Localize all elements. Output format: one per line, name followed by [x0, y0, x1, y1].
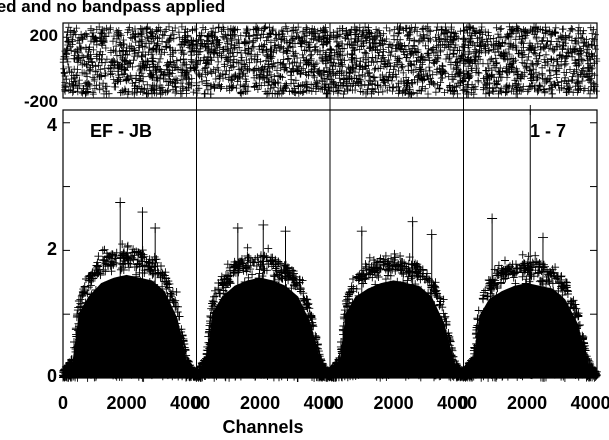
x-tick-label-2-0: 0	[191, 393, 201, 413]
amp-ytick-label-4: 4	[47, 115, 57, 135]
x-tick-label-2-2000: 2000	[240, 393, 280, 413]
x-tick-label-4-2000: 2000	[507, 393, 547, 413]
phase-panel: 200 -200	[24, 22, 601, 111]
amp-subband-3-points	[326, 216, 468, 382]
x-tick-label-1-4000: 4000	[170, 393, 210, 413]
phase-ytick-label-bottom: -200	[24, 92, 58, 111]
amp-ytick-label-2: 2	[47, 239, 57, 259]
amplitude-frame	[62, 23, 598, 379]
chart-title: ied and no bandpass applied	[0, 0, 225, 16]
amplitude-points	[59, 105, 601, 382]
amp-subband-4-points	[459, 105, 601, 382]
x-tick-label-3-4000: 4000	[437, 393, 477, 413]
baseline-label: EF - JB	[90, 121, 152, 141]
x-tick-label-4-4000: 4000	[571, 393, 609, 413]
phase-subband-3-points	[326, 23, 467, 98]
phase-subband-4-points	[460, 23, 601, 98]
x-tick-label-4-0: 0	[458, 393, 468, 413]
x-axis-label: Channels	[222, 417, 303, 437]
x-tick-label-1-0: 0	[58, 393, 68, 413]
phase-subband-2-points	[193, 23, 334, 98]
correlation-label: 1 - 7	[530, 121, 566, 141]
amp-ytick-label-0: 0	[47, 366, 57, 386]
phase-subband-1-points	[59, 23, 200, 98]
phase-ytick-label-top: 200	[30, 26, 58, 45]
x-tick-label-3-0: 0	[325, 393, 335, 413]
amp-subband-2-points	[192, 219, 334, 382]
x-tick-label-1-2000: 2000	[107, 393, 147, 413]
x-tick-label-2-4000: 4000	[304, 393, 344, 413]
x-tick-label-3-2000: 2000	[374, 393, 414, 413]
